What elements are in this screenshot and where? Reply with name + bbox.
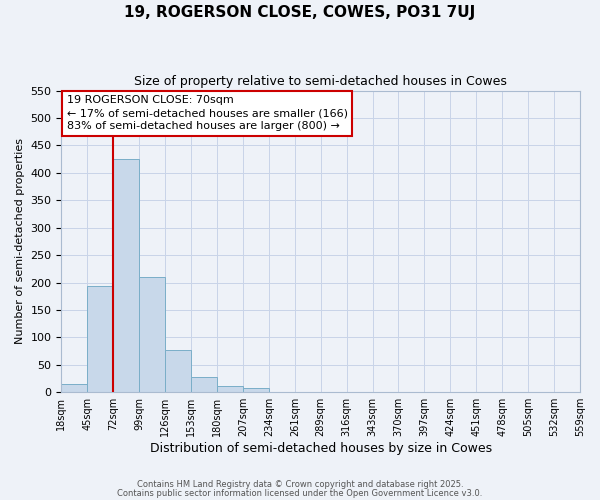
Bar <box>113 159 139 392</box>
Text: Contains HM Land Registry data © Crown copyright and database right 2025.: Contains HM Land Registry data © Crown c… <box>137 480 463 489</box>
Title: Size of property relative to semi-detached houses in Cowes: Size of property relative to semi-detach… <box>134 75 507 88</box>
Text: 19, ROGERSON CLOSE, COWES, PO31 7UJ: 19, ROGERSON CLOSE, COWES, PO31 7UJ <box>124 5 476 20</box>
Text: Contains public sector information licensed under the Open Government Licence v3: Contains public sector information licen… <box>118 488 482 498</box>
Y-axis label: Number of semi-detached properties: Number of semi-detached properties <box>15 138 25 344</box>
Bar <box>139 277 165 392</box>
X-axis label: Distribution of semi-detached houses by size in Cowes: Distribution of semi-detached houses by … <box>149 442 492 455</box>
Bar <box>191 378 217 392</box>
Bar <box>165 350 191 392</box>
Bar <box>61 384 88 392</box>
Bar <box>243 388 269 392</box>
Bar <box>88 286 113 392</box>
Text: 19 ROGERSON CLOSE: 70sqm
← 17% of semi-detached houses are smaller (166)
83% of : 19 ROGERSON CLOSE: 70sqm ← 17% of semi-d… <box>67 95 347 132</box>
Bar <box>217 386 243 392</box>
